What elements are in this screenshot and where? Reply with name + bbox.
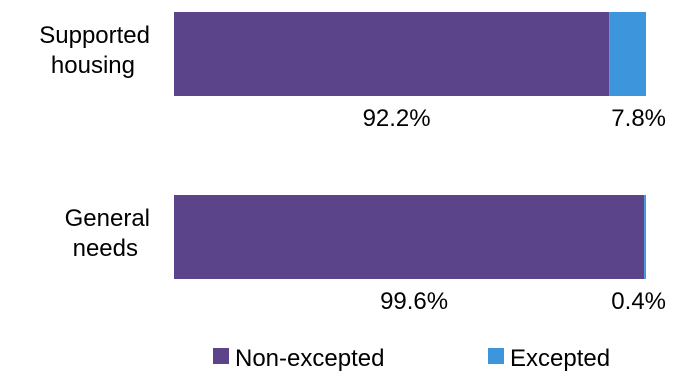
bar-segment-non-excepted (174, 195, 645, 279)
bar-segment-excepted (609, 12, 646, 96)
legend-swatch (213, 348, 229, 364)
category-label-line: General (65, 205, 150, 232)
category-label: Supported housing (39, 22, 150, 79)
bar-segment-non-excepted (174, 12, 610, 96)
category-label-line: housing (51, 52, 135, 79)
data-label: 92.2% (363, 105, 431, 132)
category-label-line: Supported (39, 22, 150, 49)
bars (174, 12, 646, 279)
data-label: 7.8% (611, 105, 666, 132)
legend-label: Excepted (510, 345, 610, 372)
data-label: 0.4% (611, 288, 666, 315)
legend-swatch (488, 348, 504, 364)
legend-label: Non-excepted (235, 345, 384, 372)
category-label: General needs (65, 205, 150, 262)
legend: Non-excepted Excepted (213, 345, 610, 372)
category-label-line: needs (73, 235, 138, 262)
category-labels: Supported housing General needs (39, 22, 150, 262)
data-labels: 92.2% 7.8% 99.6% 0.4% (363, 105, 666, 315)
bar-segment-excepted (644, 195, 646, 279)
data-label: 99.6% (380, 288, 448, 315)
